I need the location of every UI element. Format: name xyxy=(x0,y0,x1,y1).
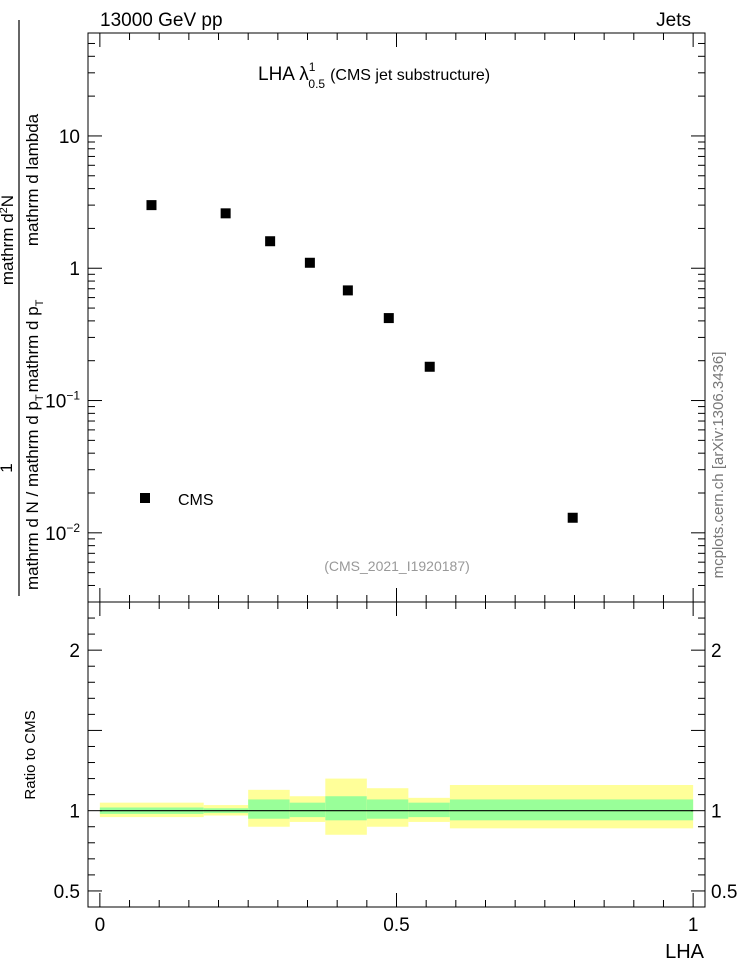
title-tail: (CMS jet substructure) xyxy=(330,67,490,84)
main-y-tick-label-3: 10−2 xyxy=(45,521,80,545)
main-y-ticks: 10 1 10−1 10−2 xyxy=(45,32,705,603)
ratio-y-tick-label-1: 1 xyxy=(69,802,80,823)
legend-label-cms: CMS xyxy=(178,492,214,509)
ratio-y-tick-label-0: 2 xyxy=(69,641,80,662)
ratio-stat-band-4 xyxy=(325,796,367,821)
cms-data-points xyxy=(146,200,578,523)
ratio-y-tick-label-2: 0.5 xyxy=(54,882,80,903)
legend-marker-cms xyxy=(140,493,150,503)
ratio-x-ticks: 0 0.5 1 xyxy=(95,602,699,936)
ratio-stat-band-6 xyxy=(408,802,450,818)
analysis-id: (CMS_2021_I1920187) xyxy=(324,558,470,574)
main-y-tick-label-1: 1 xyxy=(69,259,80,280)
data-point-4 xyxy=(342,285,353,296)
data-point-2 xyxy=(265,236,276,247)
main-x-ticks xyxy=(99,33,694,602)
ratio-y-tick-label-right-1: 1 xyxy=(711,802,722,823)
main-y-axis-label: 1 mathrm d N / mathrm d pTmathrm d pT ma… xyxy=(0,20,46,596)
y-label-inner-bottom: mathrm d lambda xyxy=(23,113,42,246)
ratio-panel-frame xyxy=(87,601,706,908)
data-point-1 xyxy=(220,208,231,219)
header-energy-label: 13000 GeV pp xyxy=(100,10,223,31)
y-label-numerator: 1 xyxy=(0,463,16,472)
data-point-5 xyxy=(383,313,394,324)
x-tick-label-1: 0.5 xyxy=(383,915,409,936)
y-label-inner-top: mathrm d2N xyxy=(0,195,17,285)
y-label-denominator: mathrm d N / mathrm d pTmathrm d pT xyxy=(23,299,46,590)
ratio-stat-band-5 xyxy=(366,799,409,819)
main-panel-frame xyxy=(87,32,706,603)
ratio-stat-band-3 xyxy=(289,802,326,818)
ratio-y-axis-label: Ratio to CMS xyxy=(22,710,39,799)
data-point-0 xyxy=(146,200,157,211)
x-tick-label-0: 0 xyxy=(95,915,106,936)
data-point-6 xyxy=(424,361,435,372)
side-credit-label: mcplots.cern.ch [arXiv:1306.3436] xyxy=(710,352,727,579)
data-point-7 xyxy=(567,512,578,523)
data-point-3 xyxy=(304,257,315,268)
main-y-tick-label-0: 10 xyxy=(59,127,80,148)
x-tick-label-2: 1 xyxy=(688,915,699,936)
plot-title: LHA λ1 0.5 (CMS jet substructure) xyxy=(258,60,490,91)
ratio-bands xyxy=(99,778,694,835)
title-main: LHA λ xyxy=(258,64,309,85)
x-axis-label: LHA xyxy=(665,941,705,963)
ratio-y-tick-label-right-2: 0.5 xyxy=(711,882,737,903)
ratio-stat-band-7 xyxy=(449,799,694,821)
ratio-y-ticks: 2 2 1 1 0.5 0.5 xyxy=(54,601,737,908)
ratio-stat-band-2 xyxy=(248,799,290,819)
title-sup: 1 xyxy=(309,60,316,74)
title-sub: 0.5 xyxy=(308,77,325,91)
header-jets-label: Jets xyxy=(656,10,691,31)
main-y-tick-label-2: 10−1 xyxy=(45,389,80,413)
ratio-y-tick-label-right-0: 2 xyxy=(711,641,722,662)
